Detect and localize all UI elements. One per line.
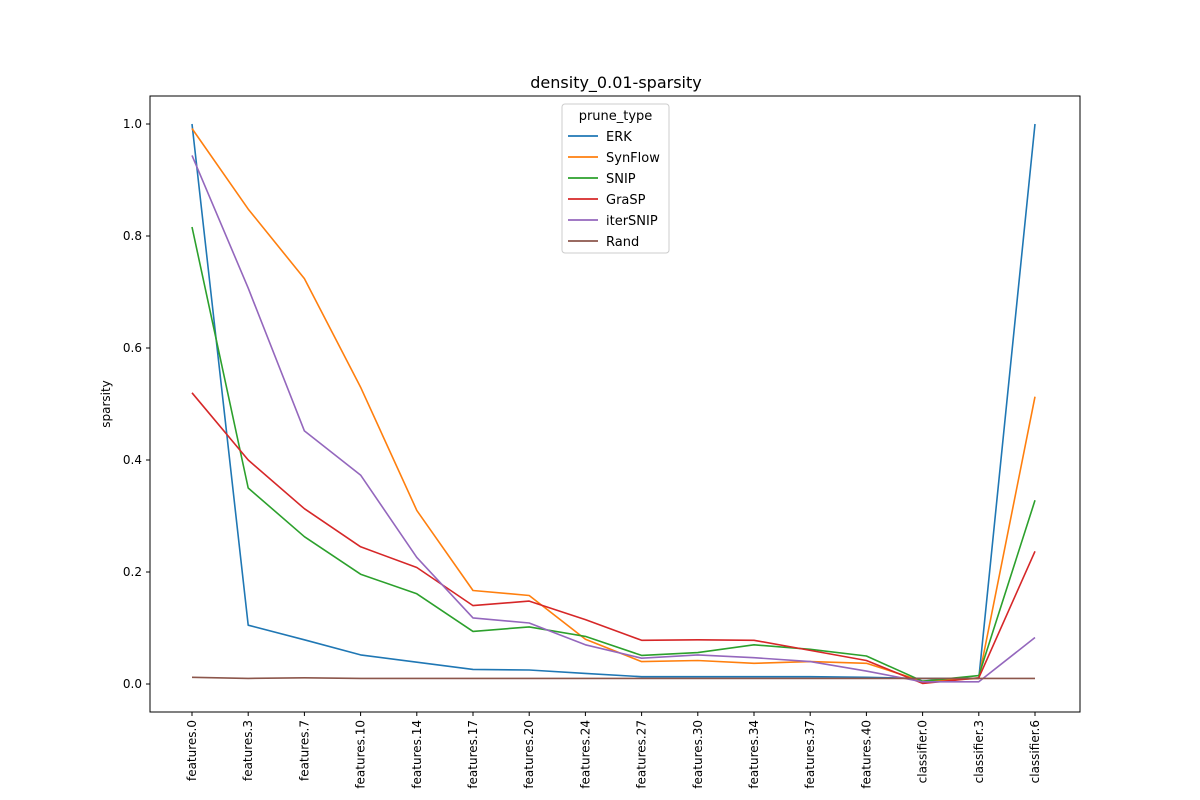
x-tick-label: features.0	[185, 720, 199, 781]
x-tick-label: features.3	[241, 720, 255, 781]
legend: prune_type ERK SynFlow SNIP GraSP iterSNIP Ran…	[561, 103, 670, 254]
legend-label-itersnip: iterSNIP	[606, 214, 658, 229]
y-tick-label: 0.0	[123, 677, 142, 691]
x-tick-label: classifier.3	[972, 720, 986, 783]
plot-area	[191, 123, 1036, 685]
x-tick-label: features.37	[803, 720, 817, 789]
legend-label-rand: Rand	[606, 235, 639, 250]
x-tick-label: features.14	[410, 720, 424, 789]
legend-box	[561, 103, 670, 254]
legend-label-grasp: GraSP	[606, 193, 646, 208]
y-tick-label: 0.6	[123, 341, 142, 355]
legend-label-erk: ERK	[606, 130, 632, 145]
y-tick-label: 0.8	[123, 229, 142, 243]
y-tick-label: 0.4	[123, 453, 142, 467]
y-tick-label: 0.2	[123, 565, 142, 579]
legend-label-synflow: SynFlow	[606, 151, 660, 166]
chart-title: density_0.01-sparsity	[530, 73, 701, 93]
legend-label-snip: SNIP	[606, 172, 636, 187]
x-tick-label: features.30	[691, 720, 705, 789]
series-line-rand	[191, 676, 1035, 680]
x-tick-label: classifier.6	[1028, 720, 1042, 783]
series-line-itersnip	[191, 155, 1036, 683]
axes-frame	[149, 95, 1081, 713]
x-tick-label: classifier.0	[916, 720, 930, 783]
x-tick-label: features.34	[747, 720, 761, 789]
x-tick-label: features.7	[297, 720, 311, 781]
x-tick-label: features.24	[578, 720, 592, 789]
x-tick-label: features.17	[466, 720, 480, 789]
x-tick-label: features.10	[354, 720, 368, 789]
series-line-snip	[191, 226, 1036, 683]
y-axis-label: sparsity	[99, 380, 113, 428]
x-tick-label: features.27	[635, 720, 649, 789]
x-tick-label: features.20	[522, 720, 536, 789]
x-tick-label: features.40	[859, 720, 873, 789]
y-tick-label: 1.0	[123, 117, 142, 131]
legend-title: prune_type	[579, 109, 653, 124]
axes: 0.0 0.2 0.4 0.6 0.8 1.0 features.0 features.3 fe…	[123, 95, 1081, 789]
series-line-grasp	[191, 392, 1036, 685]
